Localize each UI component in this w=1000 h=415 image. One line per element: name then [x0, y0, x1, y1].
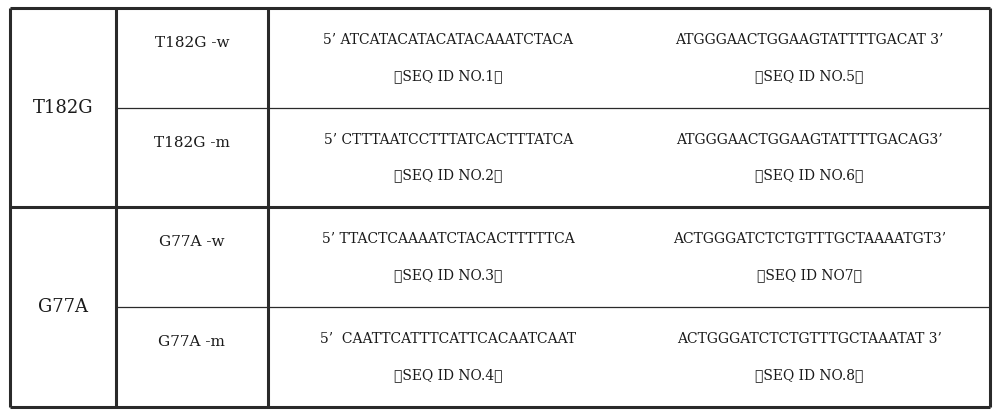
Text: T182G: T182G [33, 99, 93, 117]
Text: 5’ CTTTAATCCTTTATCACTTTATCA: 5’ CTTTAATCCTTTATCACTTTATCA [324, 133, 573, 147]
Text: （SEQ ID NO.3）: （SEQ ID NO.3） [394, 268, 502, 282]
Text: （SEQ ID NO.4）: （SEQ ID NO.4） [394, 368, 503, 382]
Text: （SEQ ID NO.2）: （SEQ ID NO.2） [394, 168, 502, 183]
Text: G77A: G77A [38, 298, 88, 316]
Text: ACTGGGATCTCTGTTTGCTAAATAT 3’: ACTGGGATCTCTGTTTGCTAAATAT 3’ [677, 332, 942, 346]
Text: （SEQ ID NO.5）: （SEQ ID NO.5） [755, 69, 864, 83]
Text: T182G -m: T182G -m [154, 136, 230, 150]
Text: ATGGGAACTGGAAGTATTTTGACAT 3’: ATGGGAACTGGAAGTATTTTGACAT 3’ [675, 33, 944, 47]
Text: （SEQ ID NO.6）: （SEQ ID NO.6） [755, 168, 864, 183]
Text: T182G -w: T182G -w [155, 36, 229, 50]
Text: G77A -w: G77A -w [159, 235, 225, 249]
Text: 5’  CAATTCATTTCATTCACAATCAAT: 5’ CAATTCATTTCATTCACAATCAAT [320, 332, 576, 346]
Text: ACTGGGATCTCTGTTTGCTAAAATGT3’: ACTGGGATCTCTGTTTGCTAAAATGT3’ [673, 232, 946, 247]
Text: （SEQ ID NO7）: （SEQ ID NO7） [757, 268, 862, 282]
Text: 5’ ATCATACATACATACAAATCTACA: 5’ ATCATACATACATACAAATCTACA [323, 33, 573, 47]
Text: （SEQ ID NO.8）: （SEQ ID NO.8） [755, 368, 864, 382]
Text: 5’ TTACTCAAAATCTACACTTTTTCA: 5’ TTACTCAAAATCTACACTTTTTCA [322, 232, 575, 247]
Text: ATGGGAACTGGAAGTATTTTGACAG3’: ATGGGAACTGGAAGTATTTTGACAG3’ [676, 133, 943, 147]
Text: G77A -m: G77A -m [158, 335, 225, 349]
Text: （SEQ ID NO.1）: （SEQ ID NO.1） [394, 69, 503, 83]
